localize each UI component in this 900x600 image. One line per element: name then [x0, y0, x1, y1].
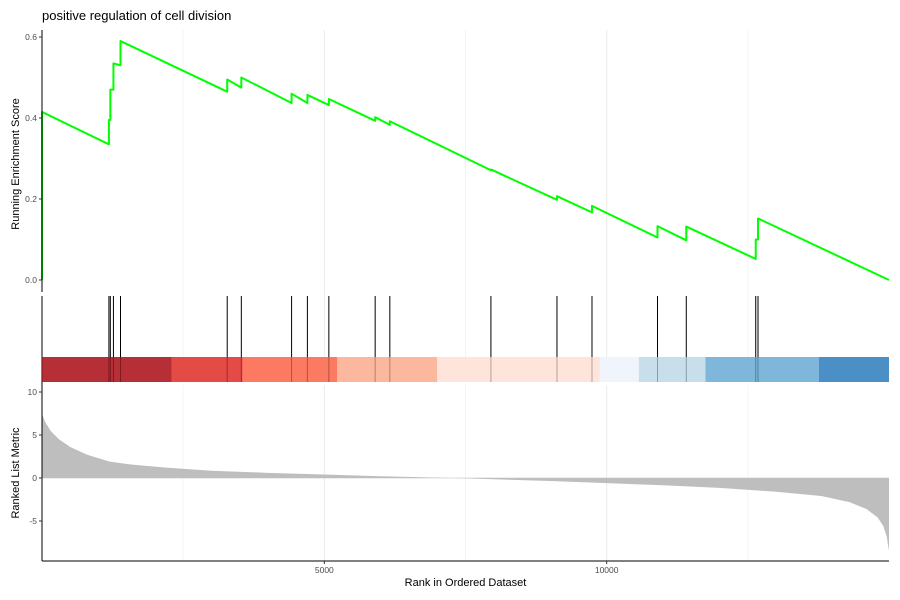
top-y-tick-label: 0.4 [25, 113, 37, 123]
color-bar-segment [337, 357, 438, 382]
top-y-axis-title: Running Enrichment Score [10, 98, 22, 229]
color-bar-segment [599, 357, 639, 382]
color-bar-segment [818, 357, 889, 382]
color-bar-segment [242, 357, 338, 382]
color-bar-segment [42, 357, 172, 382]
x-tick-label: 10000 [595, 565, 619, 575]
x-tick-label: 5000 [315, 565, 334, 575]
bottom-y-tick-label: 5 [32, 430, 37, 440]
top-y-tick-label: 0.6 [25, 32, 37, 42]
bottom-y-axis-title: Ranked List Metric [10, 427, 22, 519]
ranked-metric-area [42, 413, 889, 552]
color-bar-segment [437, 357, 600, 382]
enrichment-score-line [41, 40, 890, 281]
bottom-y-tick-label: 10 [28, 387, 38, 397]
color-bar-segment [705, 357, 819, 382]
color-bar-segment [171, 357, 243, 382]
chart-title: positive regulation of cell division [42, 8, 232, 23]
top-y-tick-label: 0.0 [25, 275, 37, 285]
color-bar-segment [638, 357, 706, 382]
x-axis-title: Rank in Ordered Dataset [405, 577, 527, 589]
bottom-y-tick-label: -5 [29, 516, 37, 526]
bottom-y-tick-label: 0 [32, 473, 37, 483]
top-y-tick-label: 0.2 [25, 194, 37, 204]
